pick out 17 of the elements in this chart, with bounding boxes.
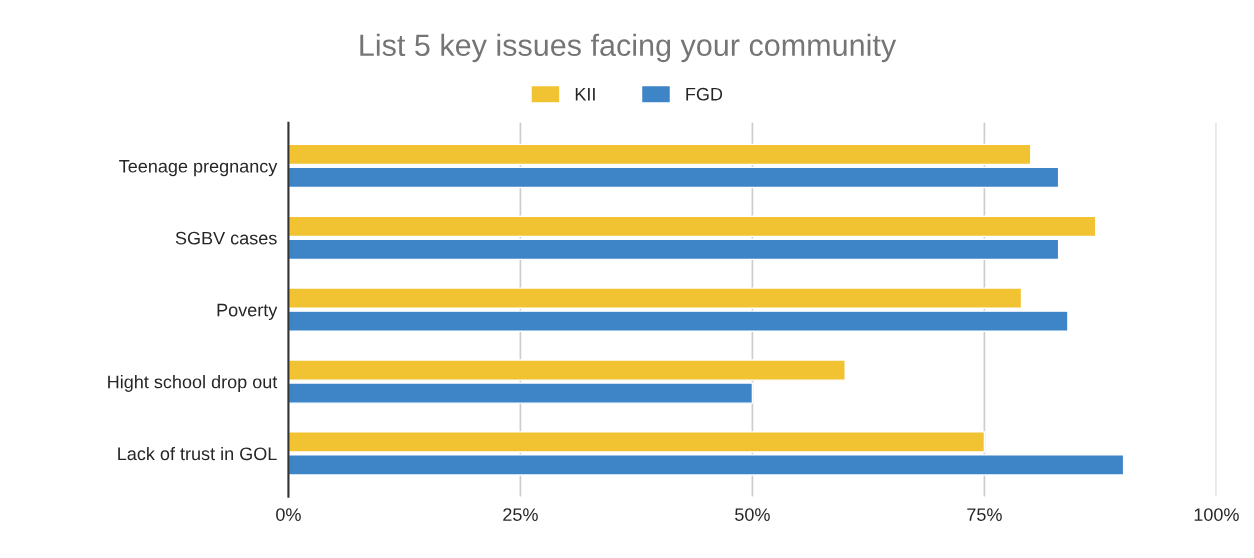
bar (288, 166, 1060, 189)
x-tick-label: 25% (503, 508, 538, 521)
y-tick-label: Teenage pregnancy (119, 160, 278, 177)
x-tick-label: 50% (735, 508, 770, 521)
chart-title: List 5 key issues facing your community (360, 33, 897, 63)
legend-label: FGD (686, 87, 723, 101)
x-tick-label: 0% (276, 508, 301, 521)
y-tick-label: SGBV cases (175, 231, 277, 245)
bar (288, 143, 1032, 166)
x-tick-label: 75% (967, 508, 1002, 521)
bar (288, 215, 1097, 238)
y-tick-label: Lack of trust in GOL (118, 446, 277, 461)
bar (288, 238, 1060, 261)
x-tick-label: 100% (1194, 508, 1239, 521)
y-tick-label: Poverty (217, 303, 278, 320)
y-tick-label: Hight school drop out (108, 375, 278, 392)
legend-label: KII (575, 87, 595, 101)
